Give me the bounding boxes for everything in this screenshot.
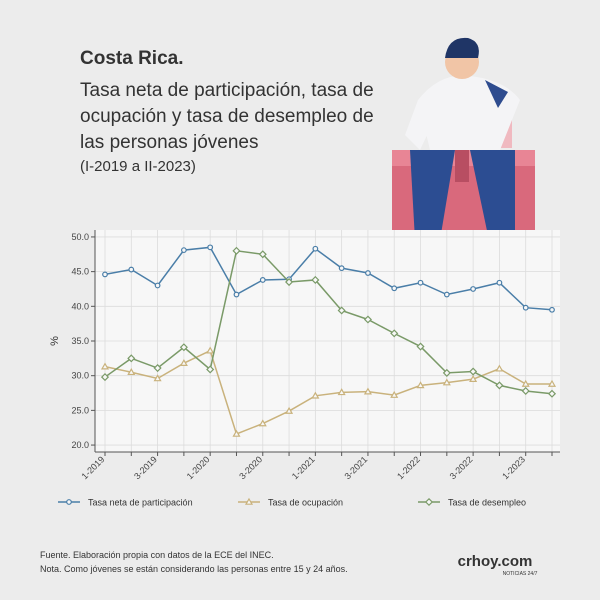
marker <box>469 367 478 376</box>
note: Nota. Como jóvenes se están considerando… <box>40 564 348 574</box>
marker <box>391 285 398 292</box>
marker <box>127 354 136 363</box>
legend-marker <box>66 499 72 505</box>
marker <box>470 286 477 292</box>
marker <box>153 364 162 373</box>
note: Fuente. Elaboración propia con datos de … <box>40 550 274 560</box>
legend-marker <box>424 497 434 507</box>
marker <box>469 374 478 382</box>
marker <box>390 390 399 398</box>
marker <box>416 381 425 389</box>
marker <box>522 304 529 311</box>
marker <box>417 279 424 286</box>
marker <box>232 246 241 255</box>
logo-tag: NOTICIAS 24/7 <box>503 571 538 577</box>
x-tick-label: 1-2021 <box>290 454 317 481</box>
marker <box>179 358 188 366</box>
marker <box>337 388 346 396</box>
marker <box>338 265 345 272</box>
x-tick-label: 3-2019 <box>132 454 159 481</box>
subtitle-line: Tasa neta de participación, tasa de <box>80 80 374 101</box>
y-tick-label: 40.0 <box>71 301 89 311</box>
y-axis-label: % <box>49 336 61 346</box>
marker <box>495 364 504 372</box>
legend-label: Tasa de ocupación <box>268 498 343 508</box>
marker <box>154 282 161 289</box>
marker <box>390 329 399 338</box>
x-tick-label: 3-2020 <box>237 454 264 481</box>
marker <box>442 378 451 386</box>
x-tick-label: 3-2021 <box>342 454 369 481</box>
marker <box>363 387 372 395</box>
legend-label: Tasa neta de participación <box>88 498 193 508</box>
marker <box>206 365 215 374</box>
marker <box>102 271 108 278</box>
y-tick-label: 30.0 <box>71 371 89 381</box>
title: Costa Rica. <box>80 48 183 69</box>
marker <box>153 374 162 382</box>
y-tick-label: 35.0 <box>71 336 89 346</box>
x-tick-label: 1-2019 <box>80 454 107 481</box>
legend-marker <box>244 497 254 505</box>
marker <box>127 368 136 376</box>
marker <box>363 315 372 324</box>
period: (I-2019 a II-2023) <box>80 158 196 175</box>
legend-label: Tasa de desempleo <box>448 498 526 508</box>
x-tick-label: 1-2022 <box>395 454 422 481</box>
marker <box>547 379 557 387</box>
marker <box>495 381 504 390</box>
marker <box>180 247 187 254</box>
marker <box>365 270 371 276</box>
marker <box>337 306 346 315</box>
marker <box>100 373 110 382</box>
marker <box>206 346 215 354</box>
y-tick-label: 45.0 <box>71 267 89 277</box>
marker <box>100 362 110 370</box>
y-tick-label: 20.0 <box>71 440 89 450</box>
marker <box>285 406 294 414</box>
x-tick-label: 3-2022 <box>448 454 475 481</box>
marker <box>128 266 135 273</box>
x-tick-label: 1-2020 <box>185 454 212 481</box>
y-tick-label: 25.0 <box>71 405 89 415</box>
x-tick-label: 1-2023 <box>500 454 527 481</box>
marker <box>416 342 425 351</box>
marker <box>232 429 241 437</box>
marker <box>521 386 530 395</box>
series-line <box>104 349 552 435</box>
marker <box>233 291 240 298</box>
marker <box>259 277 266 283</box>
series-line <box>104 246 553 311</box>
marker <box>549 306 555 313</box>
marker <box>312 245 319 252</box>
marker <box>179 343 188 352</box>
y-tick-label: 50.0 <box>71 232 89 242</box>
subtitle-line: las personas jóvenes <box>80 132 259 153</box>
marker <box>285 277 294 287</box>
marker <box>207 244 214 251</box>
marker <box>311 391 320 399</box>
marker <box>547 389 557 398</box>
marker <box>258 250 267 259</box>
marker <box>311 275 320 284</box>
series-line <box>104 249 553 395</box>
marker <box>496 279 503 286</box>
marker <box>443 291 450 298</box>
marker <box>521 379 530 387</box>
subtitle-line: ocupación y tasa de desempleo de <box>80 106 374 127</box>
logo: crhoy.com <box>458 553 533 570</box>
marker <box>258 419 267 427</box>
marker <box>442 368 451 377</box>
